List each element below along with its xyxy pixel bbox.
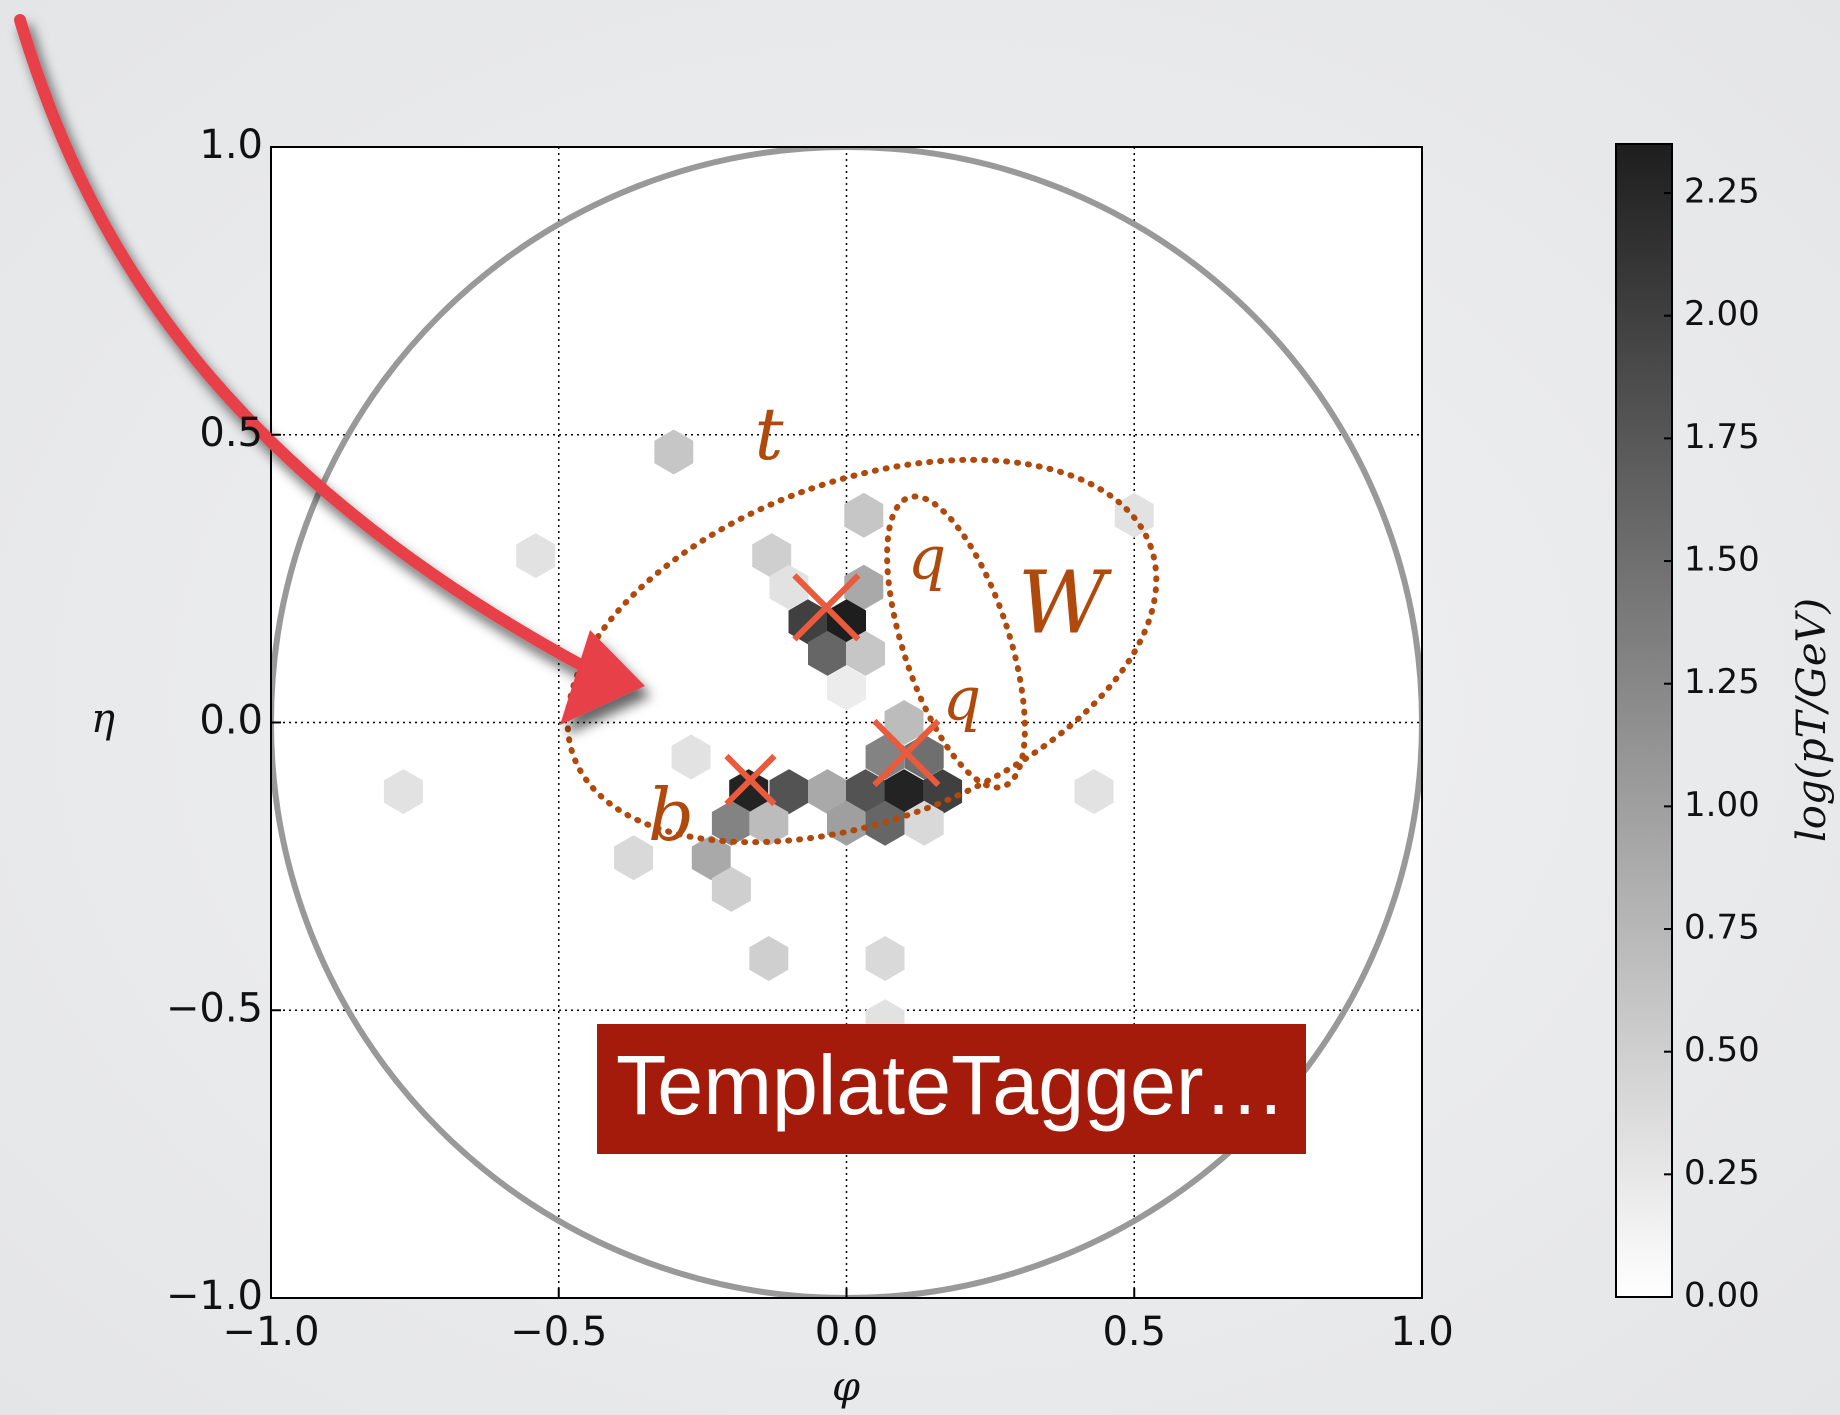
colorbar-tick-label: 1.00 (1684, 785, 1760, 825)
x-tick-label: −0.5 (510, 1309, 607, 1355)
y-tick-label: −1.0 (166, 1273, 263, 1319)
annotation-label: q (943, 665, 981, 735)
colorbar-tick-label: 0.25 (1684, 1153, 1760, 1193)
annotation-label: q (908, 524, 946, 594)
colorbar-tick-label: 0.00 (1684, 1276, 1760, 1316)
y-tick-label: −0.5 (166, 985, 263, 1031)
x-tick-label: 0.0 (815, 1309, 879, 1355)
annotation-label: b (648, 773, 694, 857)
colorbar (1616, 144, 1672, 1297)
y-axis-label: η (91, 696, 115, 742)
colorbar-tick-label: 1.25 (1684, 662, 1760, 702)
page: {"chart_data": {"type": "hexbin", "xlabe… (0, 0, 1840, 1415)
colorbar-tick-label: 0.75 (1684, 908, 1760, 948)
x-axis-label: φ (832, 1364, 860, 1410)
colorbar-tick-label: 0.50 (1684, 1030, 1760, 1070)
chart: φ η log(pT/GeV) tqWqbTemplateTagger… −1.… (0, 0, 1840, 1415)
colorbar-tick-label: 1.50 (1684, 540, 1760, 580)
y-tick-label: 0.5 (199, 410, 263, 456)
y-tick-label: 0.0 (199, 698, 263, 744)
annotation-banner: TemplateTagger… (616, 1038, 1286, 1132)
colorbar-tick-label: 2.25 (1684, 172, 1760, 212)
colorbar-tick-label: 2.00 (1684, 294, 1760, 334)
y-tick-label: 1.0 (199, 122, 263, 168)
annotation-label: W (1018, 554, 1113, 654)
x-tick-label: 1.0 (1390, 1309, 1454, 1355)
x-tick-label: 0.5 (1102, 1309, 1166, 1355)
annotation-label: t (755, 392, 785, 476)
colorbar-tick-label: 1.75 (1684, 417, 1760, 457)
colorbar-label: log(pT/GeV) (1789, 598, 1835, 842)
